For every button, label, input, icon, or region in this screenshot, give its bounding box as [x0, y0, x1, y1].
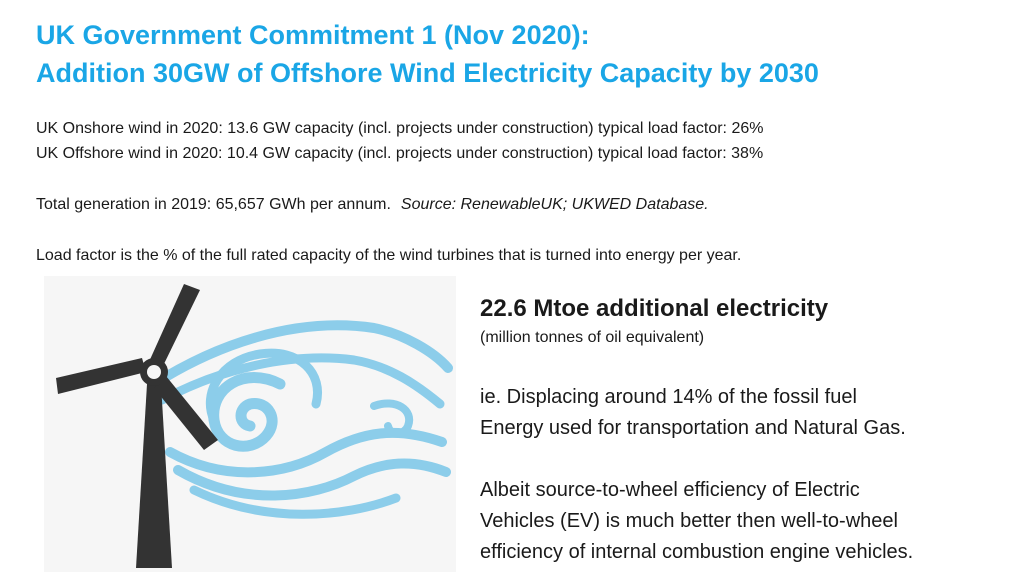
title-line-1: UK Government Commitment 1 (Nov 2020):: [36, 20, 590, 50]
paragraph-line: ie. Displacing around 14% of the fossil …: [480, 386, 857, 408]
wind-turbine-icon: [56, 284, 453, 568]
offshore-capacity-text: UK Offshore wind in 2020: 10.4 GW capaci…: [36, 145, 764, 162]
paragraph-line: Albeit source-to-wheel efficiency of Ele…: [480, 479, 860, 501]
page-title: UK Government Commitment 1 (Nov 2020): A…: [36, 16, 819, 92]
mtoe-headline: 22.6 Mtoe additional electricity: [480, 295, 829, 322]
displacement-paragraph: ie. Displacing around 14% of the fossil …: [480, 382, 1010, 568]
title-line-2: Addition 30GW of Offshore Wind Electrici…: [36, 58, 819, 88]
highlight-panel: 22.6 Mtoe additional electricity (millio…: [480, 292, 1010, 568]
total-generation-line: Total generation in 2019: 65,657 GWh per…: [36, 192, 996, 217]
wind-turbine-illustration: [44, 276, 456, 572]
mtoe-subhead: (million tonnes of oil equivalent): [480, 329, 705, 346]
turbine-icon: [56, 284, 218, 568]
paragraph-line: Vehicles (EV) is much better then well-t…: [480, 510, 898, 532]
source-citation: Source: RenewableUK; UKWED Database.: [400, 196, 709, 213]
paragraph-line: efficiency of internal combustion engine…: [480, 541, 914, 563]
wind-swirl-icon: [149, 320, 453, 519]
total-generation-text: Total generation in 2019: 65,657 GWh per…: [36, 196, 391, 213]
onshore-capacity-text: UK Onshore wind in 2020: 13.6 GW capacit…: [36, 120, 764, 137]
wind-capacity-info: UK Onshore wind in 2020: 13.6 GW capacit…: [36, 116, 996, 268]
paragraph-line: Energy used for transportation and Natur…: [480, 417, 906, 439]
load-factor-definition: Load factor is the % of the full rated c…: [36, 247, 742, 264]
